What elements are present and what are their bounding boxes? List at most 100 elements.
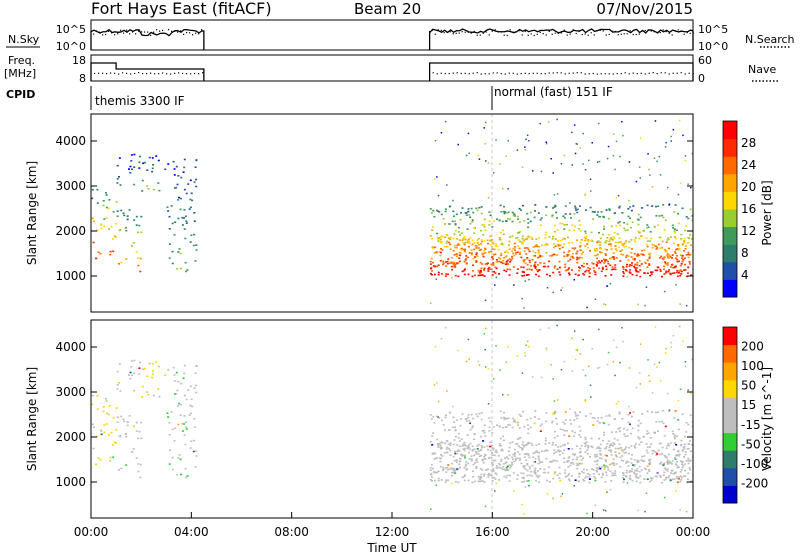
velocity-cell — [618, 412, 621, 415]
velocity-cell — [668, 453, 670, 456]
velocity-cell — [448, 447, 451, 450]
velocity-cell — [478, 412, 481, 415]
velocity-cell — [646, 430, 649, 432]
noise-search-point — [144, 31, 146, 33]
velocity-cell — [691, 444, 693, 446]
power-cell — [528, 259, 531, 262]
power-cell — [685, 304, 688, 307]
power-cell — [609, 282, 612, 285]
power-cell — [681, 257, 683, 260]
power-cell — [120, 261, 123, 264]
velocity-cell — [525, 344, 527, 347]
velocity-cell — [539, 430, 542, 432]
velocity-cell — [177, 457, 180, 459]
power-cell — [605, 265, 607, 268]
velocity-cell — [456, 461, 458, 463]
velocity-cell — [556, 449, 559, 452]
power-cell — [503, 212, 506, 215]
velocity-cell — [456, 450, 459, 453]
velocity-cell — [96, 408, 99, 410]
velocity-cell — [675, 461, 678, 463]
velocity-cell — [119, 390, 122, 392]
velocity-cell — [563, 430, 566, 432]
velocity-cell — [175, 392, 178, 395]
velocity-cell — [171, 468, 174, 471]
power-cell — [100, 227, 103, 230]
power-cell — [653, 226, 656, 228]
velocity-cell — [457, 437, 460, 439]
power-cell — [649, 231, 652, 233]
power-cell — [633, 265, 636, 268]
velocity-cell — [450, 462, 453, 465]
power-cell — [643, 254, 646, 256]
power-cell — [667, 237, 670, 239]
velocity-cell — [443, 451, 446, 454]
power-cell — [450, 261, 453, 264]
velocity-cell — [671, 478, 674, 481]
power-cell — [626, 263, 629, 266]
noise-search-point — [108, 30, 110, 33]
velocity-cell — [457, 449, 460, 451]
velocity-cell — [645, 449, 648, 452]
velocity-cell — [172, 366, 175, 369]
noise-search-point — [446, 31, 448, 33]
noise-search-point — [132, 31, 134, 33]
velocity-cell — [168, 421, 171, 424]
nave-point — [656, 73, 658, 75]
velocity-cell — [521, 503, 523, 506]
power-cell — [463, 250, 466, 253]
power-cell — [590, 231, 593, 234]
velocity-cell — [502, 435, 504, 438]
power-cell — [140, 231, 143, 234]
velocity-cell — [151, 376, 154, 379]
power-cell — [683, 269, 686, 271]
nave-point — [178, 72, 180, 74]
velocity-cell — [574, 411, 577, 413]
power-cell — [594, 273, 597, 276]
velocity-cell — [671, 430, 674, 433]
nave-point — [680, 72, 682, 74]
nave-point — [516, 73, 518, 75]
power-cell — [511, 257, 514, 260]
power-cell — [578, 269, 581, 272]
power-cell — [630, 209, 633, 212]
power-cell — [677, 212, 680, 215]
power-cell — [568, 267, 570, 269]
power-cell — [683, 257, 686, 259]
velocity-cell — [429, 414, 432, 416]
velocity-cell — [449, 454, 452, 456]
velocity-cell — [631, 479, 634, 482]
power-cell — [646, 259, 649, 261]
power-cell — [570, 269, 573, 271]
velocity-cell — [602, 439, 605, 442]
velocity-cell — [603, 509, 605, 511]
power-cell — [577, 274, 580, 277]
noise-search-point — [638, 33, 640, 35]
velocity-cell — [571, 461, 574, 464]
power-cell — [190, 234, 193, 237]
power-colorbar-tick-label: 8 — [741, 246, 749, 260]
velocity-cell — [444, 414, 447, 416]
velocity-cell — [680, 469, 683, 471]
power-cell — [595, 254, 598, 257]
noise-search-point — [488, 34, 490, 36]
velocity-cell — [622, 460, 625, 462]
power-cell — [484, 229, 487, 231]
velocity-cell — [494, 490, 496, 492]
power-cell — [637, 303, 639, 306]
power-cell — [607, 243, 610, 246]
noise-search-point — [632, 33, 634, 36]
velocity-cell — [518, 413, 521, 416]
power-cell — [608, 209, 611, 211]
velocity-cell — [462, 448, 465, 450]
velocity-cell — [632, 411, 635, 413]
power-cell — [193, 181, 196, 183]
velocity-cell — [472, 476, 475, 478]
power-cell — [614, 241, 617, 244]
velocity-cell — [465, 461, 468, 463]
power-cell — [575, 209, 578, 211]
power-cell — [519, 240, 522, 243]
velocity-cell — [184, 421, 187, 424]
y-tick-label: 4000 — [55, 340, 86, 354]
power-cell — [515, 237, 518, 239]
